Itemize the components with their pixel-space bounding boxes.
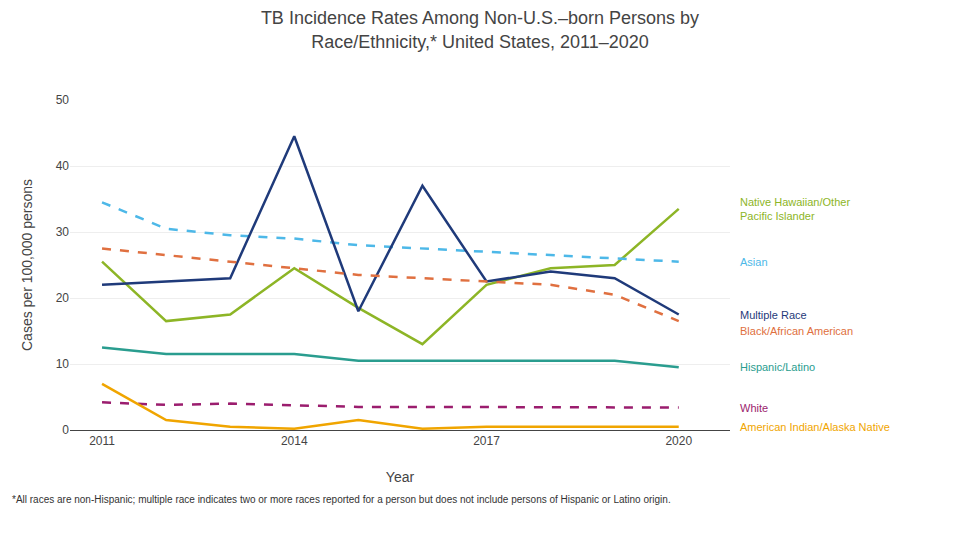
svg-text:2014: 2014	[281, 434, 308, 448]
svg-text:10: 10	[56, 357, 70, 371]
svg-text:Hispanic/Latino: Hispanic/Latino	[740, 361, 815, 373]
svg-text:Asian: Asian	[740, 256, 768, 268]
svg-text:2011: 2011	[89, 434, 115, 448]
svg-text:Black/African American: Black/African American	[740, 325, 853, 337]
svg-text:*All races are non-Hispanic; m: *All races are non-Hispanic; multiple ra…	[12, 494, 671, 505]
svg-text:White: White	[740, 402, 768, 414]
svg-text:American Indian/Alaska Native: American Indian/Alaska Native	[740, 421, 890, 433]
svg-text:20: 20	[56, 291, 70, 305]
svg-text:0: 0	[62, 423, 69, 437]
svg-text:2017: 2017	[473, 434, 500, 448]
svg-text:40: 40	[56, 159, 70, 173]
svg-text:30: 30	[56, 225, 70, 239]
svg-text:TB Incidence Rates Among Non-U: TB Incidence Rates Among Non-U.S.–born P…	[261, 8, 699, 51]
svg-text:Cases per 100,000 persons: Cases per 100,000 persons	[19, 179, 35, 351]
svg-text:Multiple Race: Multiple Race	[740, 309, 807, 321]
svg-text:50: 50	[56, 93, 70, 107]
svg-text:Native Hawaiian/OtherPacific I: Native Hawaiian/OtherPacific Islander	[740, 196, 850, 222]
svg-text:Year: Year	[386, 469, 415, 485]
svg-text:2020: 2020	[665, 434, 692, 448]
